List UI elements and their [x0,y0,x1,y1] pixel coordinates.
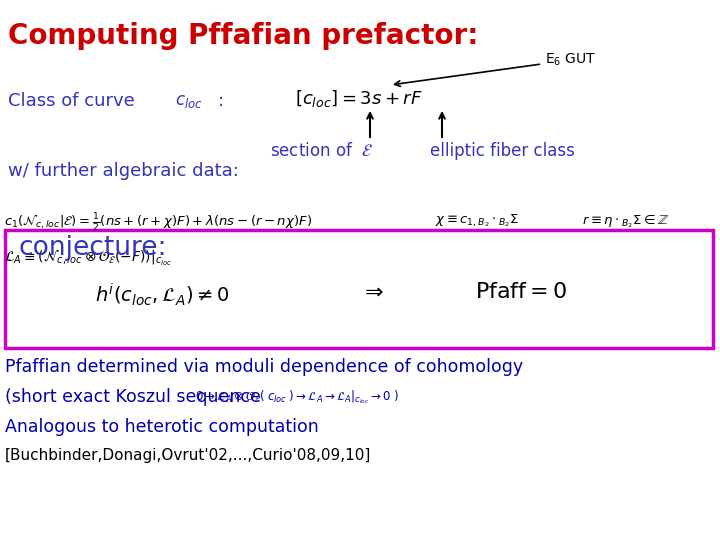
Text: $c_1(\mathcal{N}_{c,loc}|\mathcal{E}) = \frac{1}{2}(ns + (r+\chi)F) + \lambda(ns: $c_1(\mathcal{N}_{c,loc}|\mathcal{E}) = … [4,212,312,234]
Text: conjecture:: conjecture: [18,235,166,261]
Text: $c_{loc}$: $c_{loc}$ [175,92,203,110]
Text: $\chi \equiv c_{1,B_2} \cdot_{B_2} \Sigma$: $\chi \equiv c_{1,B_2} \cdot_{B_2} \Sigm… [435,212,519,228]
Text: :: : [218,92,224,110]
Text: $r \equiv \eta \cdot_{B_2} \Sigma \in \mathbb{Z}$: $r \equiv \eta \cdot_{B_2} \Sigma \in \m… [582,212,670,230]
Text: Pfaffian determined via moduli dependence of cohomology: Pfaffian determined via moduli dependenc… [5,358,523,376]
Text: section of  $\mathcal{E}$: section of $\mathcal{E}$ [270,142,374,160]
Bar [5,230,713,348]
Text: w/ further algebraic data:: w/ further algebraic data: [8,162,239,180]
Text: $\Rightarrow$: $\Rightarrow$ [360,282,384,302]
Text: Analogous to heterotic computation: Analogous to heterotic computation [5,418,319,436]
Text: E$_6$ GUT: E$_6$ GUT [395,52,596,86]
Text: (short exact Koszul sequence: (short exact Koszul sequence [5,388,261,406]
Text: [Buchbinder,Donagi,Ovrut'02,...,Curio'08,09,10]: [Buchbinder,Donagi,Ovrut'02,...,Curio'08… [5,448,372,463]
Text: $0 \to \mathcal{L}_A \otimes \mathcal{O}_{\mathcal{E}}(\; c_{loc}\;) \to \mathca: $0 \to \mathcal{L}_A \otimes \mathcal{O}… [195,388,399,406]
Text: elliptic fiber class: elliptic fiber class [430,142,575,160]
Text: Class of curve: Class of curve [8,92,135,110]
Text: $h^i(c_{loc}, \mathcal{L}_A) \neq 0$: $h^i(c_{loc}, \mathcal{L}_A) \neq 0$ [95,282,230,308]
Text: $\mathrm{Pfaff} = 0$: $\mathrm{Pfaff} = 0$ [475,282,567,302]
Text: Computing Pffafian prefactor:: Computing Pffafian prefactor: [8,22,478,50]
Text: $\mathcal{L}_A \equiv (\mathcal{N}_{c,loc} \otimes \mathcal{O}_{\mathcal{E}}(-F): $\mathcal{L}_A \equiv (\mathcal{N}_{c,lo… [4,248,172,268]
Text: $[c_{loc}] = 3s + rF$: $[c_{loc}] = 3s + rF$ [295,88,423,109]
